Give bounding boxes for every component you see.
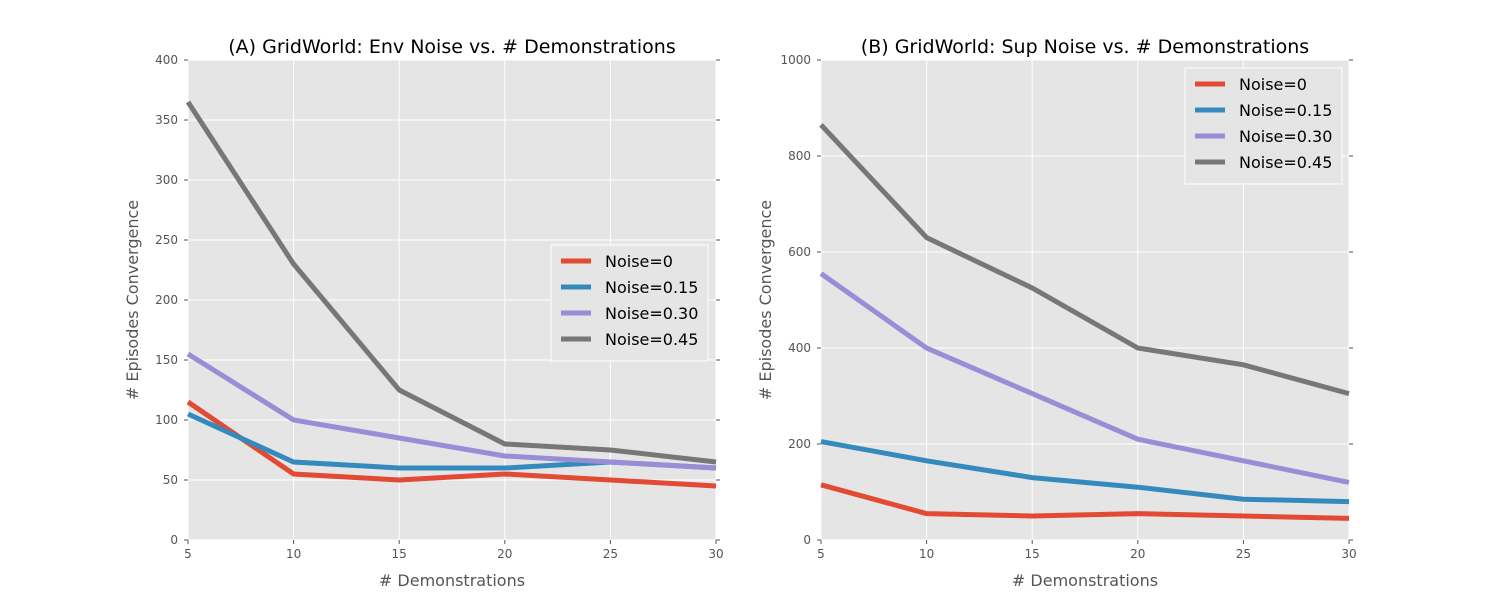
y-tick-label: 150 — [155, 353, 178, 367]
legend: Noise=0 Noise=0.15 Noise=0.30 Noise=0.45 — [1184, 67, 1343, 185]
legend-label: Noise=0.45 — [605, 330, 698, 349]
y-tick-label: 300 — [155, 173, 178, 187]
y-tick-label: 250 — [155, 233, 178, 247]
x-tick-label: 5 — [817, 547, 825, 561]
y-axis-label: # Episodes Convergence — [123, 200, 142, 400]
legend-label: Noise=0.15 — [1239, 101, 1332, 120]
y-tick-label: 200 — [788, 437, 811, 451]
x-tick-label: 15 — [1025, 547, 1040, 561]
x-tick-label: 25 — [1236, 547, 1251, 561]
legend: Noise=0 Noise=0.15 Noise=0.30 Noise=0.45 — [550, 244, 709, 362]
series-line-noise-0-30 — [186, 351, 717, 471]
series-line-noise-0 — [820, 482, 1350, 521]
y-tick-label: 0 — [803, 533, 811, 547]
x-tick-label: 5 — [184, 547, 192, 561]
x-axis-label: # Demonstrations — [379, 571, 525, 590]
legend-label: Noise=0.45 — [1239, 153, 1332, 172]
y-tick-label: 800 — [788, 149, 811, 163]
x-tick-label: 15 — [392, 547, 407, 561]
series-line-noise-0-45 — [819, 123, 1350, 397]
y-tick-label: 400 — [155, 53, 178, 67]
chart-panel-b: 5 10 15 20 25 30 0 200 400 600 800 1000 (B) GridWorl… — [756, 36, 1357, 590]
legend-label: Noise=0 — [605, 252, 673, 271]
series-line-noise-0 — [186, 399, 717, 489]
x-tick-label: 25 — [603, 547, 618, 561]
legend-label: Noise=0.30 — [1239, 127, 1332, 146]
y-tick-label: 0 — [170, 533, 178, 547]
legend-label: Noise=0 — [1239, 75, 1307, 94]
x-tick-label: 30 — [1341, 547, 1356, 561]
y-tick-label: 350 — [155, 113, 178, 127]
chart-title: (B) GridWorld: Sup Noise vs. # Demonstra… — [861, 36, 1309, 58]
legend-label: Noise=0.15 — [605, 278, 698, 297]
x-tick-label: 10 — [919, 547, 934, 561]
y-tick-label: 600 — [788, 245, 811, 259]
y-tick-label: 200 — [155, 293, 178, 307]
x-tick-label: 20 — [497, 547, 512, 561]
y-tick-label: 400 — [788, 341, 811, 355]
series-line-noise-0-45 — [185, 100, 717, 465]
y-tick-label: 1000 — [780, 53, 811, 67]
y-axis-label: # Episodes Convergence — [756, 200, 775, 400]
chart-title: (A) GridWorld: Env Noise vs. # Demonstra… — [228, 36, 675, 58]
x-tick-label: 20 — [1130, 547, 1145, 561]
legend-label: Noise=0.30 — [605, 304, 698, 323]
x-axis-label: # Demonstrations — [1012, 571, 1158, 590]
x-tick-label: 30 — [708, 547, 723, 561]
legend-box — [550, 244, 709, 362]
legend-box — [1184, 67, 1343, 185]
y-tick-label: 50 — [163, 473, 178, 487]
series-line-noise-0-30 — [819, 271, 1350, 485]
x-tick-label: 10 — [286, 547, 301, 561]
series-line-noise-0-15 — [820, 439, 1350, 505]
y-tick-label: 100 — [155, 413, 178, 427]
